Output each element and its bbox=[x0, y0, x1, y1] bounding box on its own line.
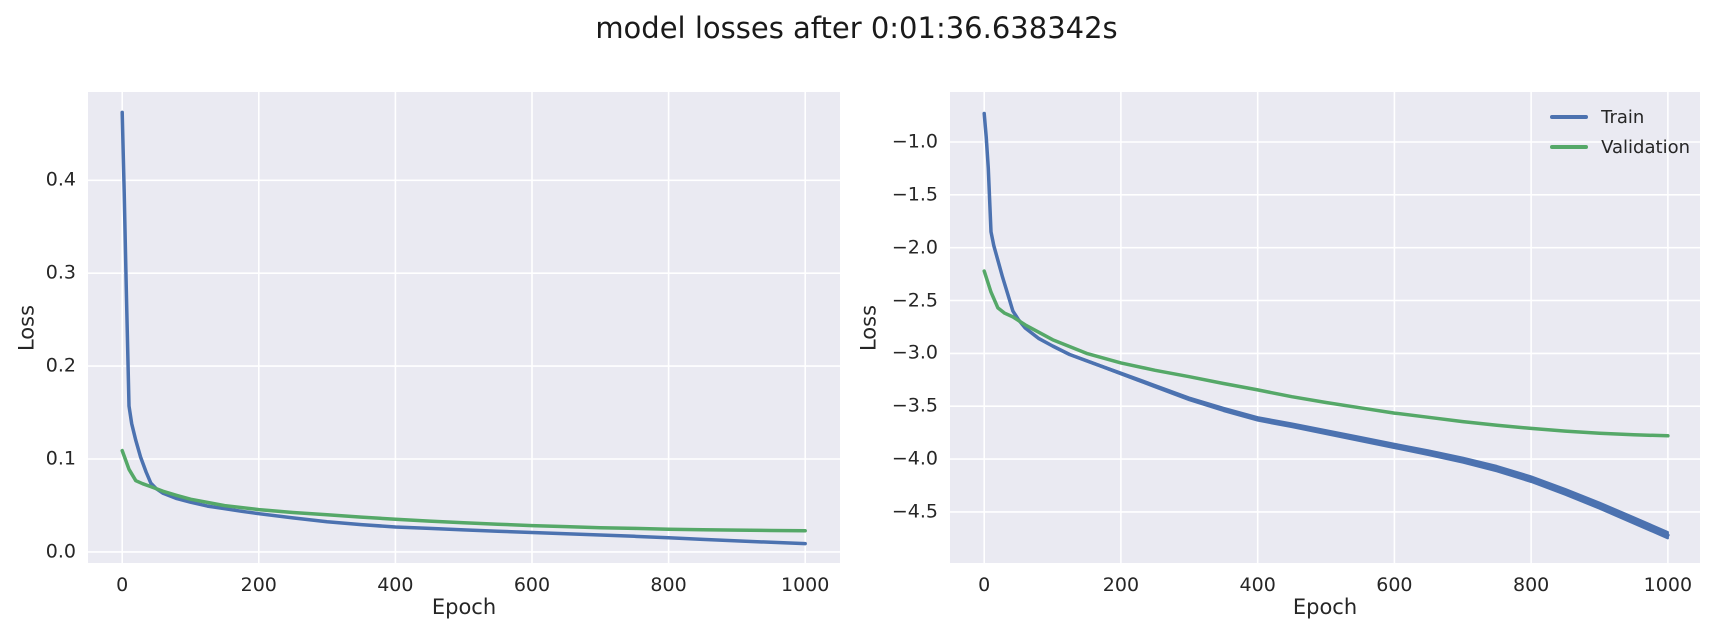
y-axis-label-right: Loss bbox=[856, 304, 881, 351]
legend: Train Validation bbox=[1550, 102, 1690, 162]
y-tick-label: 0.0 bbox=[45, 540, 76, 563]
y-tick-label: 0.1 bbox=[45, 447, 76, 470]
y-tick-label: −2.5 bbox=[891, 289, 938, 312]
axes-linear-loss: Epoch Loss 0 200 400 600 800 1000 0.0 0.1 0.2 0.3… bbox=[15, 92, 840, 618]
x-tick-label: 200 bbox=[240, 574, 277, 596]
y-tick-label: −1.5 bbox=[891, 183, 938, 206]
y-tick-label: −3.5 bbox=[891, 394, 938, 417]
y-tick-label: −4.0 bbox=[891, 447, 938, 470]
x-tick-label: 1000 bbox=[1643, 574, 1693, 596]
legend-validation-line-swatch bbox=[1550, 145, 1589, 149]
y-axis-label-left: Loss bbox=[14, 304, 39, 351]
legend-validation-label: Validation bbox=[1601, 136, 1690, 158]
y-tick-label: 0.4 bbox=[45, 168, 76, 191]
legend-train-label: Train bbox=[1601, 106, 1645, 128]
x-tick-label: 0 bbox=[978, 574, 991, 596]
plot-canvas-log bbox=[950, 92, 1700, 563]
axes-log-loss: Epoch Loss Train Validation 0 200 400 600 80… bbox=[857, 92, 1700, 618]
x-axis-label-left: Epoch bbox=[431, 595, 497, 619]
x-tick-label: 800 bbox=[1512, 574, 1550, 596]
y-tick-label: −2.0 bbox=[891, 236, 938, 259]
x-tick-label: 0 bbox=[116, 574, 129, 596]
y-tick-label: −4.5 bbox=[891, 500, 938, 523]
y-tick-label: −3.0 bbox=[891, 341, 938, 364]
y-tick-label: 0.2 bbox=[45, 354, 76, 377]
y-tick-label: −1.0 bbox=[891, 130, 938, 153]
plot-canvas-linear bbox=[88, 92, 840, 563]
legend-item-validation: Validation bbox=[1550, 132, 1690, 162]
y-tick-label: 0.3 bbox=[45, 261, 76, 284]
legend-item-train: Train bbox=[1550, 102, 1690, 132]
x-axis-label-right: Epoch bbox=[1292, 595, 1358, 619]
x-tick-label: 400 bbox=[1239, 574, 1276, 596]
x-tick-label: 800 bbox=[650, 574, 687, 596]
legend-train-line-swatch bbox=[1550, 115, 1589, 119]
x-tick-label: 200 bbox=[1102, 574, 1140, 596]
figure-title: model losses after 0:01:36.638342s bbox=[595, 11, 1118, 45]
x-tick-label: 400 bbox=[377, 574, 414, 596]
x-tick-label: 600 bbox=[513, 574, 551, 596]
x-tick-label: 1000 bbox=[780, 574, 830, 596]
x-tick-label: 600 bbox=[1376, 574, 1413, 596]
